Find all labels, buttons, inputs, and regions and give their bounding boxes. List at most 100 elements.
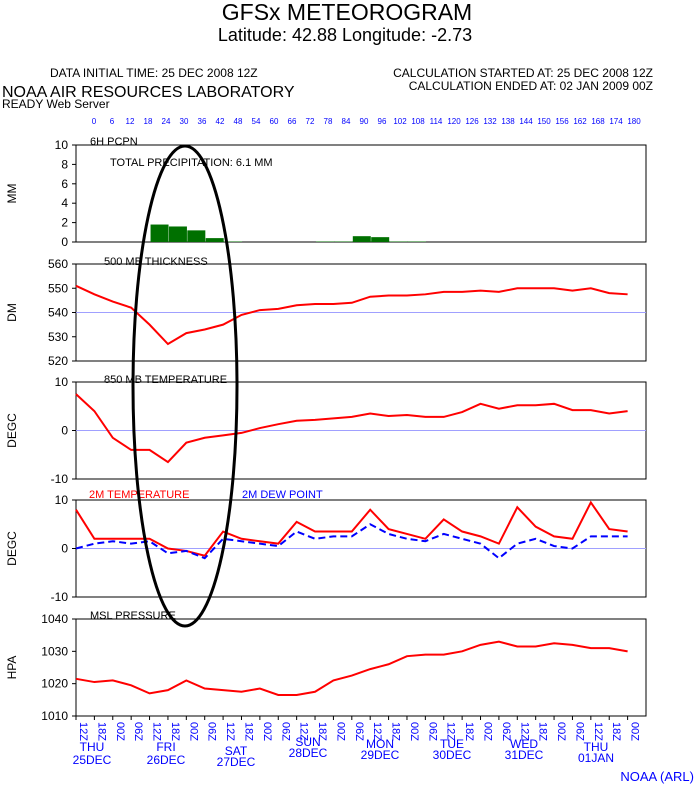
forecast-hour-label: 84 (342, 117, 351, 126)
forecast-hour-label: 6 (110, 117, 115, 126)
y-tick-label: 0 (61, 235, 68, 249)
forecast-hour-label: 0 (92, 117, 97, 126)
y-tick-label: 10 (55, 375, 69, 389)
precip-bar (150, 224, 169, 242)
hour-label: 12Z (518, 722, 530, 741)
day-label: THU (80, 740, 105, 754)
credit-label: NOAA (ARL) (620, 769, 694, 784)
forecast-hour-label: 162 (573, 117, 587, 126)
day-label: WED (510, 737, 538, 751)
data-line (75, 640, 628, 696)
hour-label: 00Z (334, 722, 346, 741)
hour-label: 18Z (537, 722, 549, 741)
panel-3: -10 0 10 DEGC 850 MB TEMPERATURE (5, 374, 647, 486)
forecast-hour-label: 138 (501, 117, 515, 126)
day-label: THU (584, 740, 609, 754)
hour-label: 12Z (298, 722, 310, 741)
y-tick-label: 1030 (41, 644, 68, 658)
forecast-hour-label: 36 (198, 117, 207, 126)
hour-label: 12Z (224, 722, 236, 741)
hour-label: 18Z (242, 722, 254, 741)
day-label: TUE (440, 737, 464, 751)
legend-2m-dew-point: 2M DEW POINT (242, 489, 323, 501)
hour-label: 18Z (390, 722, 402, 741)
meteogram-panels: 0 2 4 6 8 10 MM 6H PCPN TOTAL PRECIPITATION: 6.1… (5, 136, 647, 723)
precip-bar (187, 230, 206, 242)
precip-bar (205, 238, 224, 242)
hour-label: 18Z (610, 722, 622, 741)
precip-bar (168, 226, 187, 242)
panel-5: 1010 1020 1030 1040 HPA MSL PRESSURE (5, 610, 647, 723)
forecast-hour-label: 168 (591, 117, 605, 126)
panel-title: 500 MB THICKNESS (104, 256, 208, 268)
y-tick-label: -10 (51, 472, 69, 486)
time-axis: 12Z 18Z 00Z 06Z 12Z 18Z 00Z 06Z 12Z 18Z 00Z 06Z 12Z 1… (73, 716, 641, 769)
forecast-hour-label: 30 (180, 117, 189, 126)
y-tick-label: 540 (48, 306, 68, 320)
forecast-hour-label: 18 (144, 117, 153, 126)
y-tick-label: -10 (51, 590, 69, 604)
hour-label: 00Z (408, 722, 420, 741)
forecast-hour-label: 60 (270, 117, 279, 126)
forecast-hour-label: 144 (519, 117, 533, 126)
forecast-hour-label: 132 (483, 117, 497, 126)
y-tick-label: 1040 (41, 612, 68, 626)
y-tick-label: 8 (61, 157, 68, 171)
date-label: 25DEC (73, 753, 112, 767)
calculation-started: CALCULATION STARTED AT: 25 DEC 2008 12Z (393, 66, 653, 80)
forecast-hour-label: 54 (252, 117, 261, 126)
hour-label: 06Z (132, 722, 144, 741)
forecast-hour-label: 114 (430, 117, 443, 126)
hour-label: 12Z (371, 722, 383, 741)
hour-label: 00Z (187, 722, 199, 741)
date-label: 27DEC (217, 755, 256, 769)
hour-label: 06Z (279, 722, 291, 741)
hour-label: 06Z (426, 722, 438, 741)
y-tick-label: 520 (48, 354, 68, 368)
y-tick-label: 10 (55, 493, 69, 507)
hour-label: 06Z (353, 722, 365, 741)
y-axis-label: MM (5, 184, 19, 204)
y-tick-label: 0 (61, 542, 68, 556)
panel-title: 6H PCPN (90, 136, 138, 148)
y-axis-label: DEGC (5, 531, 19, 566)
hour-label: 06Z (206, 722, 218, 741)
forecast-hour-label: 174 (609, 117, 623, 126)
hour-label: 18Z (463, 722, 475, 741)
hour-label: 00Z (555, 722, 567, 741)
forecast-hour-label: 120 (447, 117, 461, 126)
panel-frame (75, 618, 647, 717)
hour-label: 00Z (629, 722, 641, 741)
data-initial-time: DATA INITIAL TIME: 25 DEC 2008 12Z (50, 66, 258, 80)
chart-title: GFSx METEOROGRAM (222, 0, 472, 25)
forecast-hour-label: 126 (465, 117, 479, 126)
panel-2: 520 530 540 550 560 DM 500 MB THICKNESS (5, 256, 647, 368)
y-tick-label: 2 (61, 216, 68, 230)
y-axis-label: DM (5, 303, 19, 322)
date-label: 30DEC (433, 748, 472, 762)
day-label: SUN (295, 735, 320, 749)
date-label: 29DEC (361, 748, 400, 762)
precip-bar (371, 237, 390, 242)
forecast-hour-label: 24 (162, 117, 171, 126)
date-label: 01JAN (578, 751, 614, 765)
highlight-ellipse (131, 144, 239, 628)
hour-label: 18Z (316, 722, 328, 741)
forecast-hour-label: 66 (288, 117, 297, 126)
hour-label: 12Z (151, 722, 163, 741)
precip-bar (352, 236, 371, 242)
hour-label: 06Z (500, 722, 512, 741)
day-label: SAT (225, 744, 248, 758)
chart-subtitle: Latitude: 42.88 Longitude: -2.73 (218, 25, 472, 45)
hour-label: 06Z (573, 722, 585, 741)
calculation-ended: CALCULATION ENDED AT: 02 JAN 2009 00Z (409, 79, 653, 93)
lab-name: NOAA AIR RESOURCES LABORATORY (2, 84, 295, 101)
forecast-hour-label: 150 (537, 117, 551, 126)
day-label: MON (366, 737, 394, 751)
y-tick-label: 1010 (41, 709, 68, 723)
precip-total-annotation: TOTAL PRECIPITATION: 6.1 MM (110, 157, 273, 169)
y-tick-label: 560 (48, 257, 68, 271)
forecast-hour-label: 156 (555, 117, 569, 126)
